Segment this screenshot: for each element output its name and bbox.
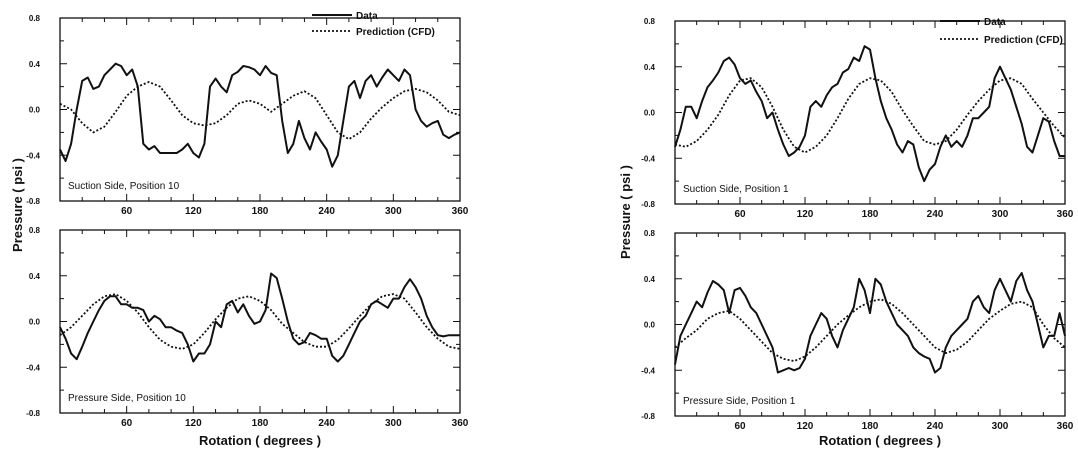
y-tick-label: -0.4	[26, 151, 40, 160]
panel-pressure-position-10: 60 120 180 240 300 360 -0.8 -0.4 0.0 0.4 0.8 Pressu…	[26, 226, 469, 429]
y-tick-label: -0.8	[26, 409, 40, 418]
data-series-line	[674, 45, 1065, 183]
x-tick-label: 360	[1057, 209, 1074, 220]
prediction-series-line	[59, 293, 461, 350]
prediction-series-line	[59, 81, 461, 141]
data-series-line	[59, 62, 461, 168]
x-tick-label: 60	[734, 421, 746, 432]
y-tick-label: 0.4	[29, 272, 41, 281]
x-tick-label: 240	[318, 206, 335, 217]
x-tick-label: 360	[1057, 421, 1074, 432]
legend-prediction-label: Prediction (CFD)	[356, 27, 435, 38]
legend-data-label: Data	[984, 17, 1006, 28]
prediction-series-line	[674, 77, 1066, 154]
x-axis-label-right: Rotation ( degrees )	[819, 433, 941, 448]
x-tick-label: 60	[121, 206, 133, 217]
x-tick-label: 120	[185, 206, 202, 217]
x-tick-label: 300	[385, 206, 402, 217]
x-tick-label: 300	[385, 418, 402, 429]
y-tick-label: 0.8	[644, 229, 656, 238]
y-tick-label: 0.0	[29, 318, 41, 327]
y-tick-label: 0.8	[29, 14, 41, 23]
data-series-line	[674, 272, 1066, 374]
legend-left: Data Prediction (CFD)	[312, 11, 435, 38]
panel-title: Suction Side, Position 10	[68, 181, 180, 192]
y-axis-label-right: Pressure ( psi )	[618, 165, 633, 259]
x-tick-label: 360	[452, 206, 469, 217]
panel-suction-position-1: 60 120 180 240 300 360 -0.8 -0.4 0.0 0.4 0.8 Suctio…	[641, 17, 1074, 220]
y-tick-label: -0.8	[641, 412, 655, 421]
x-tick-label: 360	[452, 418, 469, 429]
y-axis-label-left: Pressure ( psi )	[10, 158, 25, 252]
x-tick-label: 180	[862, 209, 879, 220]
x-tick-label: 300	[992, 421, 1009, 432]
x-tick-label: 240	[318, 418, 335, 429]
y-tick-label: -0.4	[26, 363, 40, 372]
x-tick-label: 120	[185, 418, 202, 429]
x-tick-label: 180	[862, 421, 879, 432]
legend-prediction-label: Prediction (CFD)	[984, 35, 1063, 46]
panel-title: Pressure Side, Position 10	[68, 393, 186, 404]
x-tick-label: 180	[252, 418, 269, 429]
x-tick-label: 60	[121, 418, 133, 429]
x-tick-label: 60	[734, 209, 746, 220]
y-tick-label: -0.4	[641, 366, 655, 375]
y-tick-label: 0.4	[644, 63, 656, 72]
y-tick-label: 0.4	[29, 60, 41, 69]
panel-pressure-position-1: 60 120 180 240 300 360 -0.8 -0.4 0.0 0.4 0.8 Pressu…	[641, 229, 1074, 432]
prediction-series-line	[674, 298, 1066, 363]
x-tick-label: 120	[797, 421, 814, 432]
x-axis-label-left: Rotation ( degrees )	[199, 433, 321, 448]
x-tick-label: 240	[927, 421, 944, 432]
y-tick-label: -0.8	[641, 200, 655, 209]
y-tick-label: 0.4	[644, 275, 656, 284]
y-tick-label: 0.0	[29, 106, 41, 115]
panel-title: Suction Side, Position 1	[683, 184, 789, 195]
y-tick-label: 0.8	[644, 17, 656, 26]
data-series-line	[59, 272, 460, 363]
x-tick-label: 120	[797, 209, 814, 220]
y-tick-label: 0.0	[644, 321, 656, 330]
y-tick-label: -0.4	[641, 154, 655, 163]
panel-suction-position-10: 60 120 180 240 300 360 -0.8 -0.4 0.0 0.4 0.8 Suctio…	[26, 14, 469, 217]
y-tick-label: 0.8	[29, 226, 41, 235]
plot-frame	[674, 232, 1066, 417]
x-tick-label: 240	[927, 209, 944, 220]
y-tick-label: -0.8	[26, 197, 40, 206]
x-tick-label: 300	[992, 209, 1009, 220]
y-tick-label: 0.0	[644, 109, 656, 118]
plot-frame	[59, 17, 461, 202]
x-tick-label: 180	[252, 206, 269, 217]
panel-title: Pressure Side, Position 1	[683, 396, 796, 407]
legend-data-label: Data	[356, 11, 378, 22]
